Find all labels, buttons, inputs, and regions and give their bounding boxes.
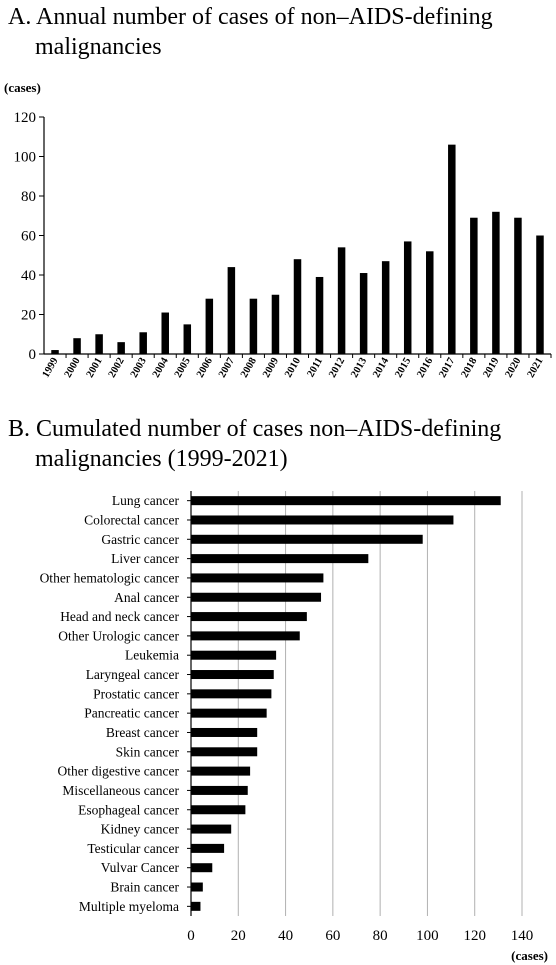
chart-b-category-label: Laryngeal cancer	[86, 667, 180, 682]
chart-b-title-letter: B.	[8, 416, 31, 442]
chart-a-bar-2005	[183, 324, 192, 354]
chart-b-bar-brain-cancer	[191, 882, 203, 892]
chart-a-bar-2016	[426, 251, 434, 354]
chart-a-y-tick-label: 80	[21, 189, 36, 205]
chart-b-category-label: Vulvar Cancer	[101, 860, 180, 875]
chart-b-category-label: Head and neck cancer	[60, 609, 179, 624]
chart-b-title-line2: malignancies (1999-2021)	[35, 446, 288, 472]
chart-a-bar-2007	[227, 267, 236, 354]
chart-b-category-label: Other Urologic cancer	[58, 628, 179, 643]
chart-b-x-tick-label: 0	[187, 928, 195, 944]
chart-a-y-unit: (cases)	[4, 80, 41, 95]
chart-a-bar-2010	[293, 259, 302, 354]
chart-b-bar-other-urologic-cancer	[191, 631, 300, 641]
chart-b-category-label: Liver cancer	[111, 551, 179, 566]
chart-a-bar-2021	[536, 235, 544, 354]
chart-b-bar-multiple-myeloma	[191, 901, 201, 911]
chart-b-bar-vulvar-cancer	[191, 863, 213, 873]
chart-a-bar-2013	[359, 273, 368, 354]
chart-b-bar-laryngeal-cancer	[191, 670, 274, 680]
chart-b-bar-anal-cancer	[191, 592, 322, 602]
chart-b-bar-head-and-neck-cancer	[191, 612, 307, 622]
chart-a-title-line1: Annual number of cases of non–AIDS-defin…	[36, 4, 493, 30]
chart-a-bar-2002	[117, 342, 125, 354]
chart-b-title: B. Cumulated number of cases non–AIDS-de…	[8, 414, 553, 474]
chart-a-bar-1999	[51, 350, 59, 354]
chart-b-category-label: Anal cancer	[114, 590, 179, 605]
chart-a-y-tick-label: 40	[21, 268, 36, 284]
chart-a-title: A. Annual number of cases of non–AIDS-de…	[8, 2, 493, 62]
chart-b-bar-lung-cancer	[191, 496, 501, 506]
chart-b-x-tick-label: 20	[231, 928, 246, 944]
chart-b-category-label: Miscellaneous cancer	[62, 783, 179, 798]
chart-b-x-tick-label: 40	[278, 928, 293, 944]
chart-b-bar-pancreatic-cancer	[191, 708, 267, 718]
chart-b-bar-liver-cancer	[191, 554, 369, 564]
chart-b-bar-kidney-cancer	[191, 824, 232, 834]
chart-b-bar-miscellaneous-cancer	[191, 785, 248, 795]
chart-a-y-tick-label: 20	[21, 308, 36, 324]
chart-b-category-label: Brain cancer	[110, 880, 179, 895]
chart-a-y-tick-label: 100	[14, 150, 37, 166]
chart-a-bar-2014	[381, 261, 390, 354]
chart-b-x-tick-label: 120	[463, 928, 486, 944]
chart-b-bar-esophageal-cancer	[191, 805, 246, 815]
chart-b-bar-leukemia	[191, 650, 277, 660]
chart-b-bar-testicular-cancer	[191, 843, 225, 853]
chart-a-bar-2004	[161, 312, 169, 354]
chart-b-category-label: Gastric cancer	[101, 532, 179, 547]
chart-a-bar-2008	[249, 298, 258, 354]
chart-b-bar-colorectal-cancer	[191, 515, 454, 525]
chart-a-bar-2019	[492, 211, 500, 354]
chart-b-x-tick-label: 60	[325, 928, 340, 944]
chart-b-category-label: Colorectal cancer	[84, 512, 179, 527]
chart-b-x-tick-label: 100	[416, 928, 439, 944]
chart-a-title-letter: A.	[8, 4, 32, 30]
chart-b-bar-skin-cancer	[191, 747, 258, 757]
chart-a-bar-2001	[95, 334, 103, 354]
chart-a-bar-2000	[73, 338, 81, 354]
chart-b-x-tick-label: 140	[511, 928, 534, 944]
chart-a-title-line2: malignancies	[35, 34, 162, 60]
chart-a-bar-2009	[271, 294, 280, 354]
chart-b-category-label: Esophageal cancer	[78, 802, 179, 817]
chart-b-x-tick-label: 80	[373, 928, 388, 944]
chart-b-category-label: Leukemia	[125, 648, 179, 663]
chart-a-bar-2003	[139, 332, 147, 354]
chart-b-category-label: Multiple myeloma	[79, 899, 179, 914]
chart-b-category-label: Kidney cancer	[101, 822, 180, 837]
chart-b-category-label: Other digestive cancer	[58, 764, 180, 779]
chart-a-bar-2015	[403, 241, 412, 354]
chart-b-category-label: Breast cancer	[106, 725, 180, 740]
chart-b-category-label: Prostatic cancer	[93, 686, 179, 701]
chart-a-y-tick-label: 0	[29, 347, 37, 363]
chart-b-category-label: Other hematologic cancer	[40, 570, 180, 585]
chart-b-category-label: Lung cancer	[112, 493, 180, 508]
chart-a-bar-2018	[470, 217, 478, 354]
chart-b-bar-breast-cancer	[191, 727, 258, 737]
chart-b-category-label: Testicular cancer	[87, 841, 179, 856]
chart-a-bar-2011	[315, 276, 324, 354]
chart-a-bar-2017	[448, 144, 456, 354]
chart-b-x-unit: (cases)	[511, 948, 548, 963]
chart-b-bar-gastric-cancer	[191, 534, 423, 544]
chart-a-bar-2012	[337, 247, 346, 354]
chart-a-y-tick-label: 60	[21, 229, 36, 245]
chart-b-bar-prostatic-cancer	[191, 689, 272, 699]
chart-b-category-label: Pancreatic cancer	[84, 706, 179, 721]
chart-b-bar-other-digestive-cancer	[191, 766, 251, 776]
chart-b-title-line1: Cumulated number of cases non–AIDS-defin…	[36, 416, 502, 442]
chart-b-category-label: Skin cancer	[116, 744, 180, 759]
chart-a-bar-2006	[205, 298, 214, 354]
chart-a-y-tick-label: 120	[14, 110, 37, 126]
chart-a-bar-2020	[514, 217, 522, 354]
chart-b-bar-other-hematologic-cancer	[191, 573, 324, 583]
